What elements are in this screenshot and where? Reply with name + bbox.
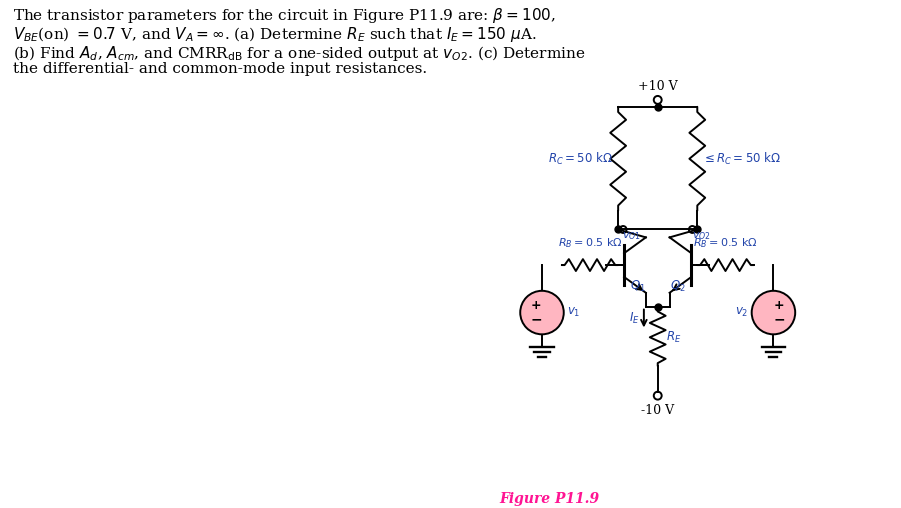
Text: $v_{O2}$: $v_{O2}$ [692, 231, 711, 242]
Text: -10 V: -10 V [642, 403, 674, 417]
Text: $Q_2$: $Q_2$ [669, 279, 686, 294]
Text: $v_2$: $v_2$ [735, 306, 749, 319]
Text: $R_B = 0.5\ \rm k\Omega$: $R_B = 0.5\ \rm k\Omega$ [558, 236, 623, 250]
Text: +: + [774, 299, 785, 312]
Text: +10 V: +10 V [638, 80, 678, 93]
Text: −: − [774, 312, 785, 327]
Text: +: + [531, 299, 542, 312]
Text: $\leq R_C = 50\ \rm k\Omega$: $\leq R_C = 50\ \rm k\Omega$ [702, 151, 781, 167]
Text: $R_C = 50\ \rm k\Omega$: $R_C = 50\ \rm k\Omega$ [549, 151, 614, 167]
Text: $v_1$: $v_1$ [567, 306, 580, 319]
Text: $R_E$: $R_E$ [666, 330, 681, 345]
Circle shape [751, 291, 796, 334]
Text: $R_B = 0.5\ \rm k\Omega$: $R_B = 0.5\ \rm k\Omega$ [693, 236, 758, 250]
Text: $Q_1$: $Q_1$ [630, 279, 646, 294]
Text: $v_{O1}$: $v_{O1}$ [622, 231, 641, 242]
Text: the differential- and common-mode input resistances.: the differential- and common-mode input … [13, 62, 427, 76]
Text: −: − [531, 312, 542, 327]
Text: $V_{BE}$(on) $= 0.7$ V, and $V_A = \infty$. (a) Determine $R_E$ such that $I_E =: $V_{BE}$(on) $= 0.7$ V, and $V_A = \inft… [13, 25, 536, 44]
Text: Figure P11.9: Figure P11.9 [499, 492, 599, 505]
Circle shape [520, 291, 564, 334]
Text: (b) Find $A_d$, $A_{cm}$, and CMRR$_{\rm dB}$ for a one-sided output at $v_{O2}$: (b) Find $A_d$, $A_{cm}$, and CMRR$_{\rm… [13, 44, 586, 62]
Text: $I_E$: $I_E$ [629, 311, 640, 326]
Text: The transistor parameters for the circuit in Figure P11.9 are: $\beta = 100$,: The transistor parameters for the circui… [13, 6, 556, 25]
